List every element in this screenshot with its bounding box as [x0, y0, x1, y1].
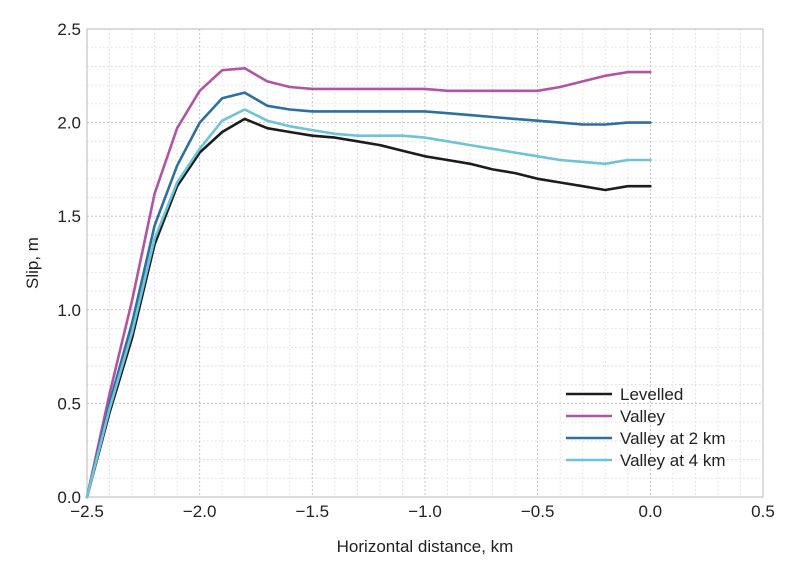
- x-tick-label: −1.5: [296, 502, 330, 521]
- y-tick-label: 2.5: [57, 20, 81, 39]
- series-line-valley: [85, 67, 652, 499]
- x-tick-label: −2.0: [183, 502, 217, 521]
- y-tick-label: 0.0: [57, 488, 81, 507]
- y-tick-label: 1.5: [57, 207, 81, 226]
- legend-label-valley: Valley: [620, 407, 666, 426]
- y-axis-ticks: 0.0 0.5 1.0 1.5 2.0 2.5: [57, 20, 81, 507]
- series-layer: [85, 67, 652, 499]
- x-tick-label: 0.0: [639, 502, 663, 521]
- legend-label-levelled: Levelled: [620, 385, 683, 404]
- y-tick-label: 2.0: [57, 114, 81, 133]
- plot-frame: [86, 28, 764, 498]
- y-axis-label: Slip, m: [23, 237, 42, 289]
- x-tick-label: −1.0: [408, 502, 442, 521]
- x-axis-ticks: −2.5 −2.0 −1.5 −1.0 −0.5 0.0 0.5: [70, 502, 775, 521]
- legend: Levelled Valley Valley at 2 km Valley at 4 …: [566, 385, 726, 470]
- y-tick-label: 1.0: [57, 301, 81, 320]
- x-tick-label: −2.5: [70, 502, 104, 521]
- series-line-valley-at-4-km: [85, 108, 652, 499]
- y-tick-label: 0.5: [57, 394, 81, 413]
- series-line-levelled: [85, 117, 652, 499]
- legend-label-valley-at-2-km: Valley at 2 km: [620, 429, 726, 448]
- series-line-valley-at-2-km: [85, 91, 652, 499]
- legend-label-valley-at-4-km: Valley at 4 km: [620, 451, 726, 470]
- x-tick-label: 0.5: [751, 502, 775, 521]
- x-axis-label: Horizontal distance, km: [337, 537, 514, 556]
- x-tick-label: −0.5: [521, 502, 555, 521]
